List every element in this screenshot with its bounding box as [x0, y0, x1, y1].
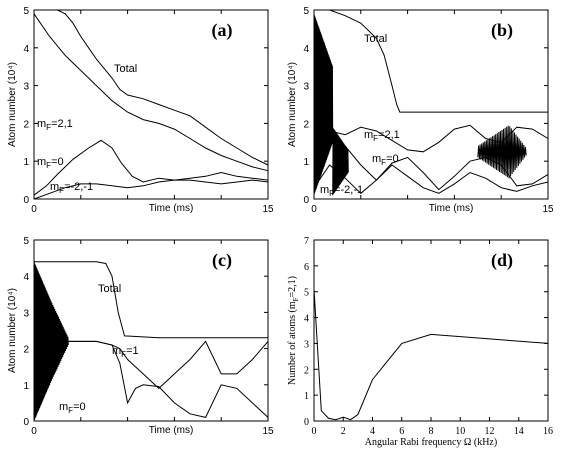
- y-tick-label: 6: [304, 262, 309, 273]
- y-axis-label: Atom number (10⁴): [287, 62, 298, 147]
- curve-label: mF=0: [372, 153, 399, 167]
- x-axis-label: Time (ms): [149, 203, 194, 214]
- x-tick-label: 15: [262, 426, 274, 437]
- plot-frame: [33, 239, 269, 422]
- y-tick-label: 4: [23, 272, 29, 283]
- y-tick-label: 2: [23, 345, 29, 356]
- curve-label: mF=0: [59, 401, 86, 415]
- y-tick-label: 4: [304, 314, 309, 325]
- x-tick-label: 10: [455, 426, 465, 437]
- curve-label: mF=2,1: [37, 118, 73, 132]
- y-tick-label: 2: [303, 119, 309, 130]
- panel-label: (a): [212, 20, 233, 41]
- series-line-3: [33, 179, 269, 200]
- x-tick-label: 6: [399, 426, 404, 437]
- curve-label: mF=0: [37, 156, 64, 170]
- x-tick-label: 12: [485, 426, 495, 437]
- x-tick-label: 2: [341, 426, 346, 437]
- series-line-0: [314, 9, 548, 113]
- y-tick-label: 3: [303, 82, 309, 93]
- y-tick-label: 1: [304, 391, 309, 402]
- series-line-2: [33, 139, 269, 196]
- oscillation-band: [33, 262, 51, 422]
- series-line-3: [313, 164, 549, 194]
- panel-label: (b): [491, 20, 513, 41]
- oscillation-band: [508, 126, 527, 179]
- x-tick-label: 8: [429, 426, 434, 437]
- plot-frame: [33, 9, 269, 200]
- oscillation-band: [313, 14, 334, 196]
- panel-c: 0 1 2 3 4 5 0 15 Time (ms) Atom number (10⁴) (c) To…: [7, 236, 274, 437]
- y-tick-label: 3: [23, 308, 29, 319]
- oscillation-band: [332, 127, 349, 196]
- oscillation-band: [477, 125, 510, 179]
- x-tick-label: 15: [542, 204, 554, 215]
- x-tick-label: 0: [312, 426, 317, 437]
- x-axis-label: Time (ms): [149, 425, 194, 436]
- y-tick-label: 0: [303, 195, 309, 206]
- series-line-0: [313, 289, 549, 421]
- y-tick-label: 1: [23, 381, 29, 392]
- y-tick-label: 2: [304, 365, 309, 376]
- x-tick-label: 14: [514, 426, 524, 437]
- y-tick-label: 5: [304, 288, 309, 299]
- x-axis-label: Angular Rabi frequency Ω (kHz): [365, 437, 497, 448]
- x-tick-label: 15: [262, 204, 274, 215]
- y-axis-label: Atom number (10⁴): [7, 288, 18, 373]
- series-line-1: [33, 339, 269, 390]
- x-tick-label: 0: [31, 204, 37, 215]
- series-line-0: [34, 9, 269, 166]
- x-tick-label: 0: [31, 426, 37, 437]
- y-axis-label: Atom number (10⁴): [7, 62, 18, 147]
- curve-label: Total: [364, 33, 387, 45]
- y-tick-label: 0: [23, 195, 29, 206]
- y-tick-label: 1: [23, 157, 29, 168]
- y-tick-label: 4: [23, 44, 29, 55]
- series-line-1: [313, 100, 549, 153]
- x-tick-label: 16: [543, 426, 553, 437]
- panel-label: (c): [212, 250, 232, 271]
- panel-label: (d): [491, 250, 513, 271]
- y-tick-label: 2: [23, 119, 29, 130]
- y-tick-label: 5: [303, 6, 309, 17]
- curve-label: mF=2,1: [364, 129, 400, 143]
- y-tick-label: 5: [23, 6, 29, 17]
- x-axis-label: Time (ms): [429, 203, 474, 214]
- y-tick-label: 5: [23, 236, 29, 247]
- panel-a: 0 1 2 3 4 5 0 15 Time (ms) Atom number (10⁴) (a) To…: [7, 6, 274, 215]
- x-tick-label: 0: [311, 204, 317, 215]
- y-tick-label: 0: [23, 417, 29, 428]
- series-line-2: [33, 339, 269, 418]
- oscillation-band: [49, 298, 69, 385]
- y-tick-label: 7: [304, 236, 309, 247]
- series-line-0: [34, 261, 268, 339]
- curve-label: Total: [114, 63, 137, 75]
- x-tick-label: 4: [370, 426, 375, 437]
- y-tick-label: 4: [303, 44, 309, 55]
- y-tick-label: 0: [304, 417, 309, 428]
- curve-label: mF=-2,-1: [50, 181, 93, 195]
- y-axis-label: Number of atoms (mF=2,1): [287, 276, 300, 385]
- curve-label: mF=-2,-1: [320, 184, 363, 198]
- y-tick-label: 1: [303, 157, 309, 168]
- y-tick-label: 3: [23, 82, 29, 93]
- curve-label: mF=1: [112, 345, 139, 359]
- y-tick-label: 3: [304, 339, 309, 350]
- series-line-1: [33, 13, 269, 172]
- curve-label: Total: [98, 283, 121, 295]
